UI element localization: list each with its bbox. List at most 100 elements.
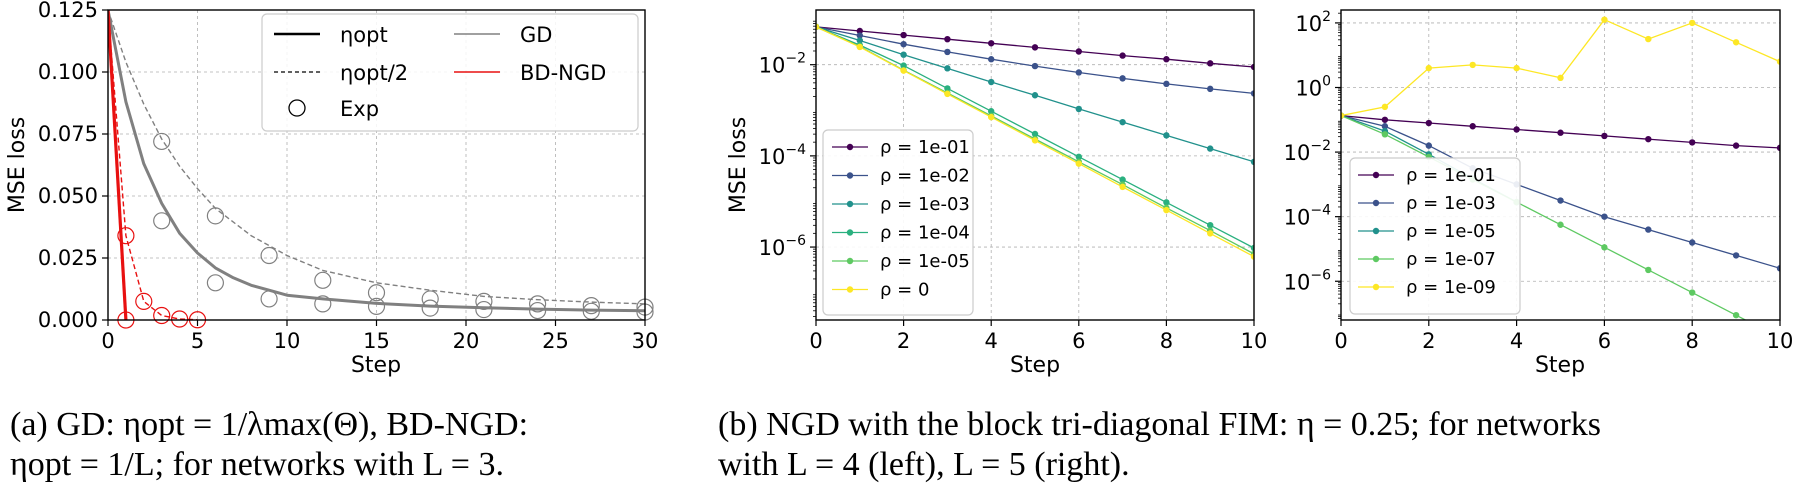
chart-b-left-ylabel: MSE loss [726, 117, 751, 213]
data-point [1469, 61, 1476, 69]
legend-label: ρ = 1e-05 [1406, 221, 1496, 242]
x-tick-label: 8 [1160, 329, 1173, 353]
data-point [988, 78, 995, 86]
data-point [1381, 131, 1389, 138]
chart-a-x-ticks: 0 5 10 15 20 25 30 [101, 320, 658, 353]
x-tick-label: 4 [1510, 329, 1523, 353]
exp-marker [475, 300, 493, 319]
y-tick-label: 10−4 [1284, 203, 1331, 230]
data-point [1031, 137, 1039, 144]
x-tick-label: 5 [191, 329, 204, 353]
x-tick-label: 0 [101, 329, 114, 353]
legend-bdngd-label: BD-NGD [520, 61, 606, 85]
data-point [1689, 289, 1696, 296]
legend-box [261, 13, 639, 132]
data-point [1075, 105, 1083, 113]
data-point [1732, 142, 1740, 149]
chart-b-left-x-ticks: 0 2 4 6 8 10 [809, 320, 1267, 353]
legend-label: ρ = 1e-02 [880, 166, 970, 187]
legend-marker [846, 257, 854, 265]
exp-marker [528, 301, 547, 320]
chart-a-lines [108, 10, 645, 320]
data-point [1075, 69, 1083, 76]
data-point [944, 35, 951, 43]
data-point [1250, 90, 1254, 97]
data-point [900, 31, 907, 39]
data-point [1425, 142, 1433, 149]
legend-marker [846, 286, 854, 293]
data-point [1031, 92, 1039, 99]
x-tick-label: 15 [363, 329, 390, 353]
data-point [1732, 39, 1740, 46]
data-point [1207, 85, 1214, 93]
data-point [1732, 252, 1740, 259]
x-tick-label: 4 [985, 329, 998, 353]
data-point [1557, 221, 1564, 228]
data-point [944, 48, 951, 56]
data-point [1513, 126, 1520, 133]
y-tick-label: 10−2 [759, 51, 806, 78]
data-point [944, 65, 951, 72]
data-point [1250, 244, 1254, 252]
data-point [816, 23, 820, 31]
x-tick-label: 2 [897, 329, 910, 353]
x-tick-label: 0 [809, 329, 822, 353]
legend-label: ρ = 1e-05 [880, 251, 970, 272]
legend-marker [1372, 171, 1380, 179]
data-point [1557, 197, 1564, 204]
x-tick-label: 2 [1422, 329, 1435, 353]
data-point [900, 51, 907, 58]
data-point [1689, 239, 1696, 246]
exp-marker [260, 246, 278, 265]
data-point [1163, 199, 1170, 206]
legend-box [1349, 157, 1521, 315]
exp-marker [135, 292, 153, 310]
legend-marker [1372, 283, 1380, 291]
data-point [1381, 123, 1389, 130]
exp-marker [171, 310, 189, 328]
data-point [1119, 183, 1126, 191]
y-tick-label: 10−6 [759, 233, 806, 260]
chart-b-left-frame [815, 9, 1255, 321]
data-point [1557, 129, 1564, 136]
legend-exp-label: Exp [340, 97, 379, 121]
exp-marker [206, 274, 224, 292]
chart-b-right: 0 2 4 6 8 10 102 100 10−2 10−4 10−6 Step ρ = 1e-0… [1284, 9, 1794, 378]
caption-a-line-1: (a) GD: ηopt = 1/λmax(Θ), BD-NGD: [10, 406, 529, 443]
x-tick-label: 20 [453, 329, 480, 353]
data-point [856, 32, 863, 39]
data-point [1119, 52, 1126, 59]
data-point [1207, 60, 1214, 67]
data-point [1075, 48, 1083, 55]
legend-exp-swatch [288, 99, 306, 117]
x-tick-label: 10 [1241, 329, 1268, 353]
data-point [1381, 116, 1389, 123]
chart-a-y-ticks: 0.000 0.025 0.050 0.075 0.100 0.125 [38, 0, 108, 332]
legend-label: ρ = 1e-01 [1406, 165, 1496, 186]
y-tick-label: 0.050 [38, 184, 98, 208]
legend-label: ρ = 1e-03 [880, 194, 970, 215]
chart-b-left-xlabel: Step [1010, 353, 1060, 378]
data-point [1163, 206, 1170, 214]
chart-b-right-x-ticks: 0 2 4 6 8 10 [1334, 320, 1793, 353]
y-tick-label: 10−6 [1284, 267, 1331, 294]
exp-marker [314, 271, 332, 289]
data-point [1075, 160, 1083, 167]
chart-b-left: 0 2 4 6 8 10 10−2 10−4 10−6 Step MSE loss ρ = 1… [726, 9, 1267, 378]
data-point [1207, 230, 1214, 237]
x-tick-label: 30 [632, 329, 659, 353]
chart-b-right-xlabel: Step [1535, 353, 1585, 378]
caption-a-line-2: ηopt = 1/L; for networks with L = 3. [10, 446, 504, 483]
data-point [944, 85, 951, 92]
data-point [1119, 176, 1126, 183]
y-tick-label: 0.075 [38, 122, 98, 146]
legend-box [822, 129, 974, 316]
chart-b-right-y-ticks: 102 100 10−2 10−4 10−6 [1284, 9, 1341, 319]
caption-b-line-1: (b) NGD with the block tri-diagonal FIM:… [718, 406, 1602, 443]
legend-label: ρ = 1e-03 [1406, 193, 1496, 214]
y-tick-label: 0.025 [38, 246, 98, 270]
y-tick-label: 0.125 [38, 0, 98, 22]
data-point [1250, 63, 1254, 71]
data-point [1513, 64, 1520, 72]
exp-marker [206, 207, 224, 225]
